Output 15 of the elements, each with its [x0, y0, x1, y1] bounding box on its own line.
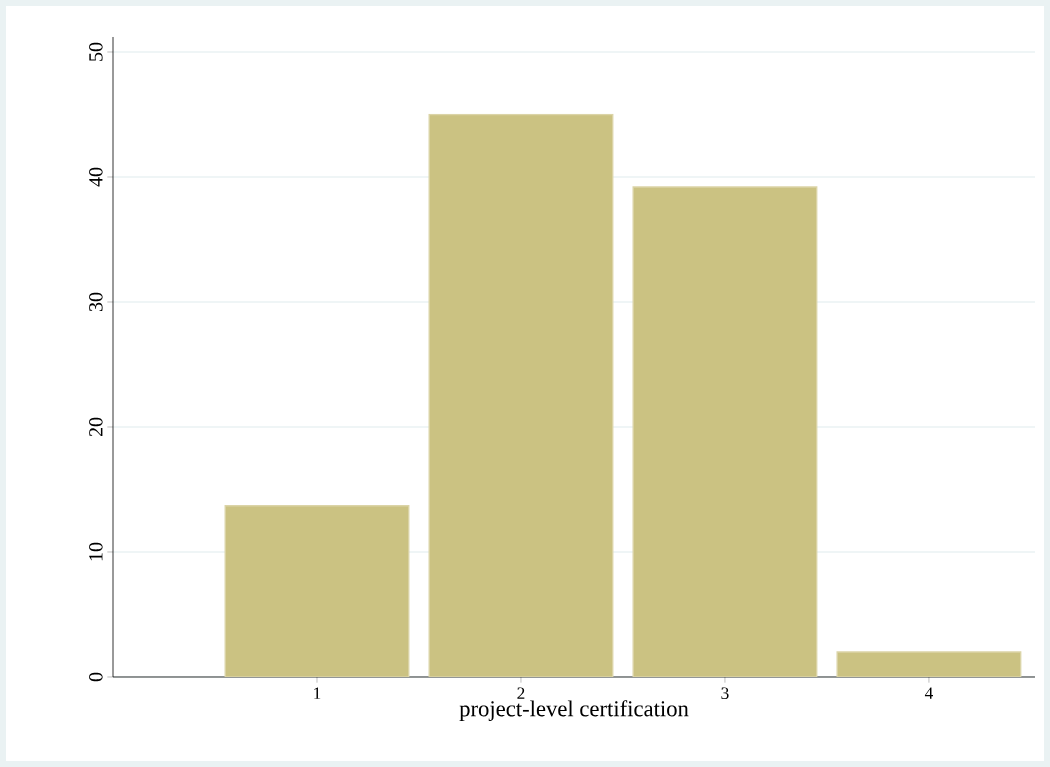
y-tick-label: 10 — [89, 542, 103, 561]
x-tick-label: 2 — [517, 687, 525, 699]
bar — [836, 651, 1022, 677]
x-tick-label: 4 — [924, 687, 933, 699]
y-tick-label: 40 — [89, 167, 103, 187]
x-tick-label: 1 — [314, 687, 321, 699]
bar — [632, 186, 818, 677]
y-tick-label: 20 — [89, 417, 103, 437]
y-tick-label: 0 — [89, 672, 103, 682]
x-tick-label: 3 — [721, 687, 729, 700]
y-tick-label: 30 — [89, 292, 103, 312]
x-axis-title: project-level certification — [459, 700, 689, 721]
bar — [224, 505, 410, 677]
bar — [428, 113, 614, 677]
y-tick-label: 50 — [89, 42, 103, 61]
